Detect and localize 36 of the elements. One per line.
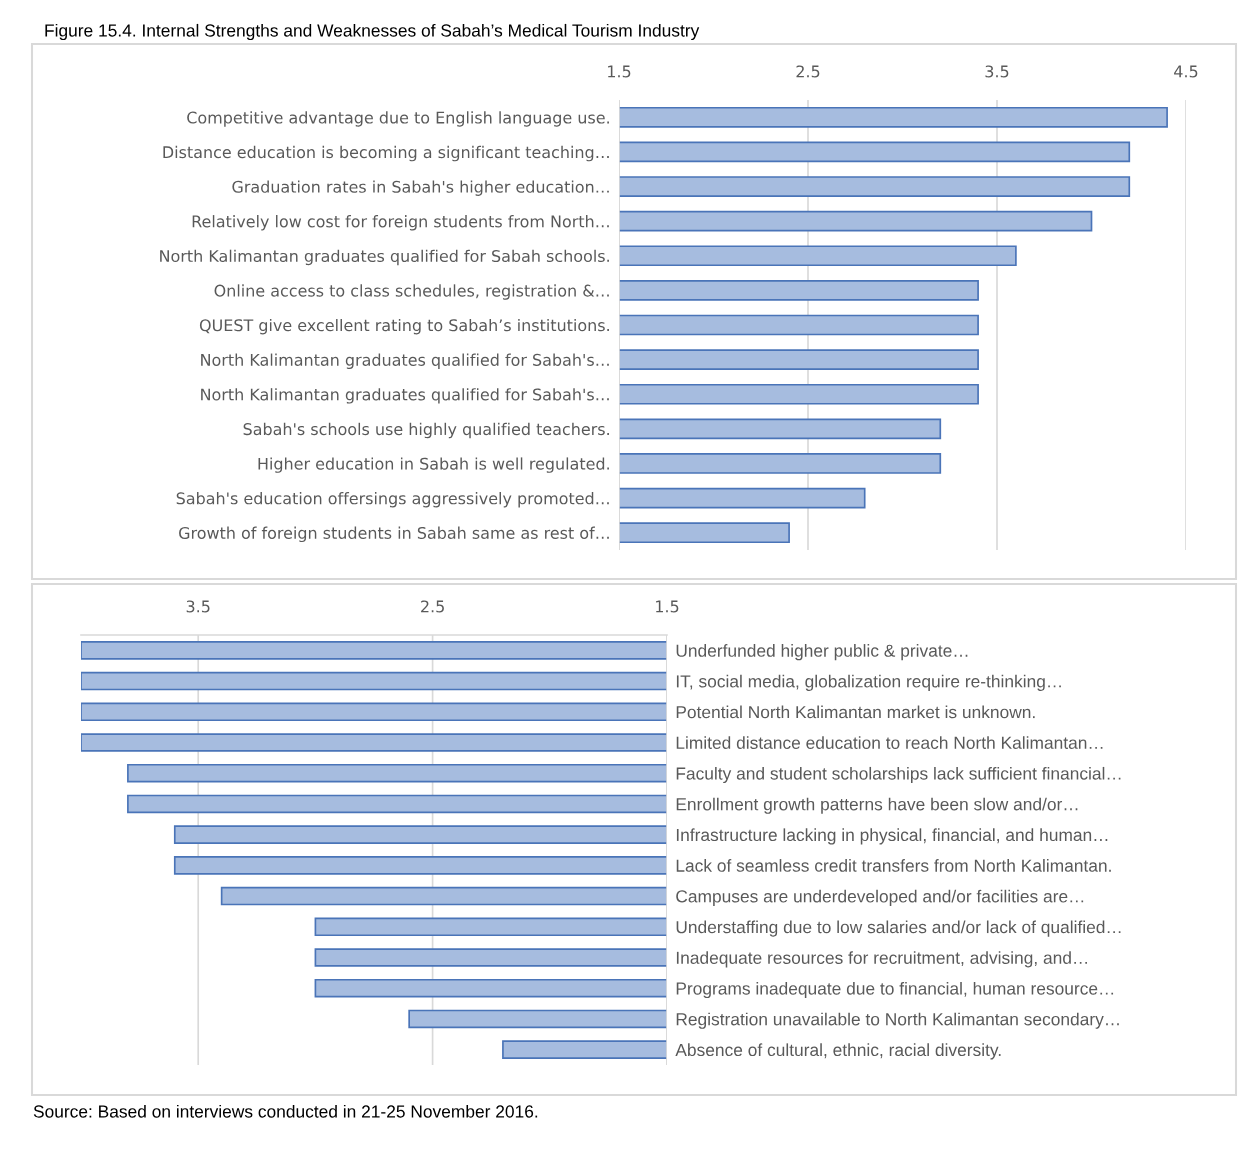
y-tick-label: North Kalimantan graduates qualified for Sabah's…: [201, 388, 609, 404]
y-tick-label: Infrastructure lacking in physical, financial, and human…: [676, 828, 1108, 845]
y-tick-label: IT, social media, globalization require re-thinking…: [676, 674, 1061, 691]
y-tick-label: Faculty and student scholarships lack sufficient financial…: [676, 766, 1121, 784]
y-tick-label: Graduation rates in Sabah's higher education…: [232, 180, 609, 196]
y-tick-label: Registration unavailable to North Kalimantan secondary…: [676, 1012, 1119, 1029]
y-tick-label: Limited distance education to reach North Kalimantan…: [676, 736, 1103, 749]
y-tick-label: Sabah's schools use highly qualified teachers.: [243, 422, 609, 439]
y-tick-label: Sabah's education offersings aggressively promoted…: [176, 492, 609, 508]
y-tick-label: Programs inadequate due to financial, human resource…: [676, 981, 1114, 999]
x-tick-label: 1.5: [656, 600, 679, 613]
text: Figure 15.4. Internal Strengths and Weaknesses of Sabah’s Medical Tourism Industry: [45, 23, 700, 41]
y-tick-label: Lack of seamless credit transfers from North Kalimantan.: [676, 859, 1111, 872]
y-tick-label: North Kalimantan graduates qualified for Sabah schools.: [160, 249, 609, 266]
y-tick-label: Online access to class schedules, registration &…: [214, 284, 609, 300]
y-tick-label: Competitive advantage due to English language use.: [187, 111, 609, 127]
y-tick-label: Enrollment growth patterns have been slow and/or…: [676, 797, 1078, 814]
source-note: Source: Based on interviews conducted in 21-25 November 2016.: [33, 1104, 538, 1118]
y-tick-label: Higher education in Sabah is well regulated.: [258, 457, 609, 473]
x-tick-label: 2.5: [796, 65, 820, 78]
y-tick-label: Campuses are underdeveloped and/or facilities are…: [676, 889, 1084, 906]
y-tick-label: Relatively low cost for foreign students from North…: [192, 215, 609, 231]
y-tick-label: Distance education is becoming a significant teaching…: [163, 145, 609, 162]
x-tick-label: 4.5: [1174, 65, 1198, 78]
y-tick-label: Absence of cultural, ethnic, racial diversity.: [675, 1043, 1001, 1060]
y-tick-label: Underfunded higher public & private…: [676, 644, 968, 661]
y-tick-label: Inadequate resources for recruitment, advising, and…: [676, 951, 1087, 968]
x-tick-label: 3.5: [186, 600, 210, 613]
x-tick-label: 3.5: [985, 65, 1009, 78]
x-tick-label: 2.5: [421, 600, 444, 613]
y-tick-label: Potential North Kalimantan market is unknown.: [676, 705, 1035, 719]
x-tick-label: 1.5: [608, 65, 631, 78]
y-tick-label: Understaffing due to low salaries and/or lack of qualified…: [676, 920, 1121, 937]
y-tick-label: QUEST give excellent rating to Sabah’s institutions.: [199, 318, 609, 335]
y-tick-label: Growth of foreign students in Sabah same as rest of…: [179, 526, 609, 543]
y-tick-label: North Kalimantan graduates qualified for Sabah's…: [201, 353, 609, 370]
